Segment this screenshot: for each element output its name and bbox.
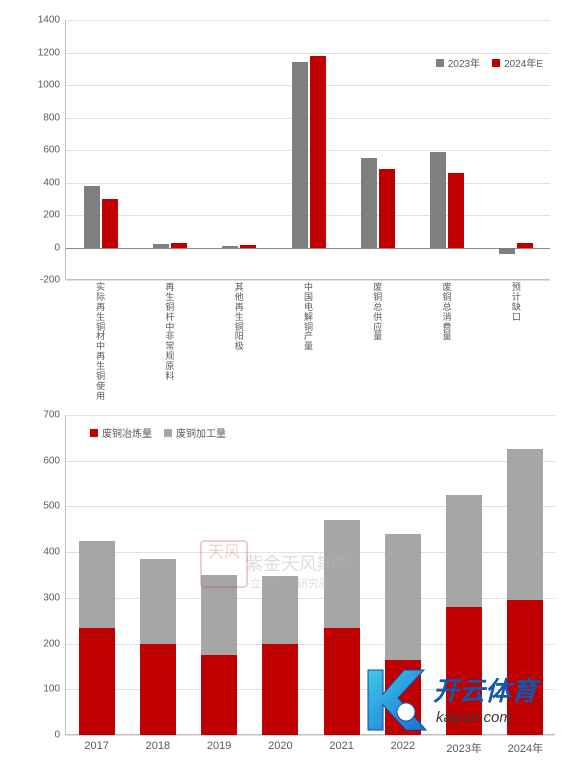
chart1-ytick: 800 [43, 112, 66, 123]
legend-label: 废铜冶炼量 [102, 425, 152, 440]
legend-swatch-icon [164, 429, 172, 437]
chart2-ytick: 400 [43, 547, 66, 558]
chart2-ytick: 200 [43, 638, 66, 649]
chart1-zero-line [66, 248, 550, 249]
chart2-bar-segment [79, 628, 115, 735]
chart1-bar [448, 173, 464, 248]
chart1-ytick: 400 [43, 177, 66, 188]
chart2-xtick: 2023年 [446, 734, 481, 756]
chart2-panel: 0 100 200 300 400 500 600 700 2017 2018 2019 2020 20… [15, 400, 563, 770]
chart1-bar [84, 186, 100, 248]
watermark-seal-icon: 天风 [200, 540, 248, 588]
chart1-ytick: 1000 [38, 80, 66, 91]
chart1-gridline [66, 20, 550, 21]
chart1-bar [379, 169, 395, 248]
chart1-gridline [66, 215, 550, 216]
chart2-xtick: 2024年 [508, 734, 543, 756]
chart1-xtick: 实际再生铜材中再生铜使用量 [94, 279, 108, 412]
chart2-bar-segment [385, 534, 421, 660]
chart1-bar [102, 199, 118, 248]
chart2-bar-segment [201, 655, 237, 735]
chart1-xtick: 废铜总消费量 [440, 279, 454, 342]
chart1-bar [499, 248, 515, 255]
chart1-bar [517, 243, 533, 247]
chart2-xtick: 2017 [84, 734, 108, 752]
chart1-bar [361, 158, 377, 247]
chart2-xtick: 2021 [329, 734, 353, 752]
chart2-legend-item: 废铜冶炼量 [90, 425, 152, 440]
chart2-bar-segment [446, 495, 482, 607]
chart1-ytick: 600 [43, 145, 66, 156]
chart2-ytick: 500 [43, 501, 66, 512]
chart1-bar [430, 152, 446, 248]
chart2-bar-segment [262, 644, 298, 735]
chart1-bar [240, 245, 256, 247]
chart1-ytick: 1200 [38, 47, 66, 58]
chart1-gridline [66, 53, 550, 54]
legend-swatch-icon [90, 429, 98, 437]
chart1-legend-item: 2024年E [492, 55, 543, 70]
chart2-bar-segment [385, 660, 421, 735]
chart2-bar-segment [507, 600, 543, 735]
chart2-gridline [66, 461, 555, 462]
chart2-gridline [66, 415, 555, 416]
chart1-gridline [66, 150, 550, 151]
watermark-subtext: 立足产业 研究驱动 [250, 575, 341, 591]
legend-label: 2023年 [448, 55, 480, 70]
chart2-legend: 废铜冶炼量 废铜加工量 [90, 425, 226, 440]
chart1-gridline [66, 85, 550, 86]
chart2-xtick: 2020 [268, 734, 292, 752]
legend-label: 废铜加工量 [176, 425, 226, 440]
watermark-text: 紫金天风期货 [245, 550, 353, 576]
chart1-ytick: -200 [40, 275, 66, 286]
chart2-xtick: 2018 [146, 734, 170, 752]
chart1-ytick: 1400 [38, 15, 66, 26]
chart1-gridline [66, 118, 550, 119]
chart1-xtick: 预计缺口 [509, 279, 523, 323]
chart2-xtick: 2019 [207, 734, 231, 752]
chart2-bar-segment [140, 644, 176, 735]
chart2-bar-segment [507, 449, 543, 600]
chart1-xtick: 中国电解铜产量 [302, 279, 316, 352]
chart1-bar [171, 243, 187, 248]
legend-swatch-icon [436, 59, 444, 67]
chart1-bar [153, 244, 169, 247]
chart1-gridline [66, 183, 550, 184]
chart2-bar-segment [324, 628, 360, 735]
chart1-panel: -2000200400600800100012001400实际再生铜材中再生铜使… [15, 5, 563, 375]
chart2-legend-item: 废铜加工量 [164, 425, 226, 440]
chart2-bar-segment [140, 559, 176, 644]
chart2-bar-segment [446, 607, 482, 735]
legend-label: 2024年E [504, 55, 543, 70]
chart2-ytick: 0 [54, 730, 66, 741]
chart2-xtick: 2022 [391, 734, 415, 752]
chart1-xtick: 其他再生铜阳极 [232, 279, 246, 352]
chart1-bar [292, 62, 308, 247]
chart1-xtick: 废铜总供应量 [371, 279, 385, 342]
chart1-ytick: 0 [54, 242, 66, 253]
chart1-bar [222, 246, 238, 248]
chart2-bar-segment [79, 541, 115, 628]
chart2-ytick: 600 [43, 455, 66, 466]
chart1-xtick: 再生铜杆中非常规原料 [163, 279, 177, 382]
chart2-ytick: 100 [43, 684, 66, 695]
legend-swatch-icon [492, 59, 500, 67]
chart1-legend-item: 2023年 [436, 55, 480, 70]
chart2-ytick: 300 [43, 592, 66, 603]
chart1-legend: 2023年 2024年E [436, 55, 543, 70]
chart1-bar [310, 56, 326, 248]
chart1-ytick: 200 [43, 210, 66, 221]
chart2-ytick: 700 [43, 410, 66, 421]
